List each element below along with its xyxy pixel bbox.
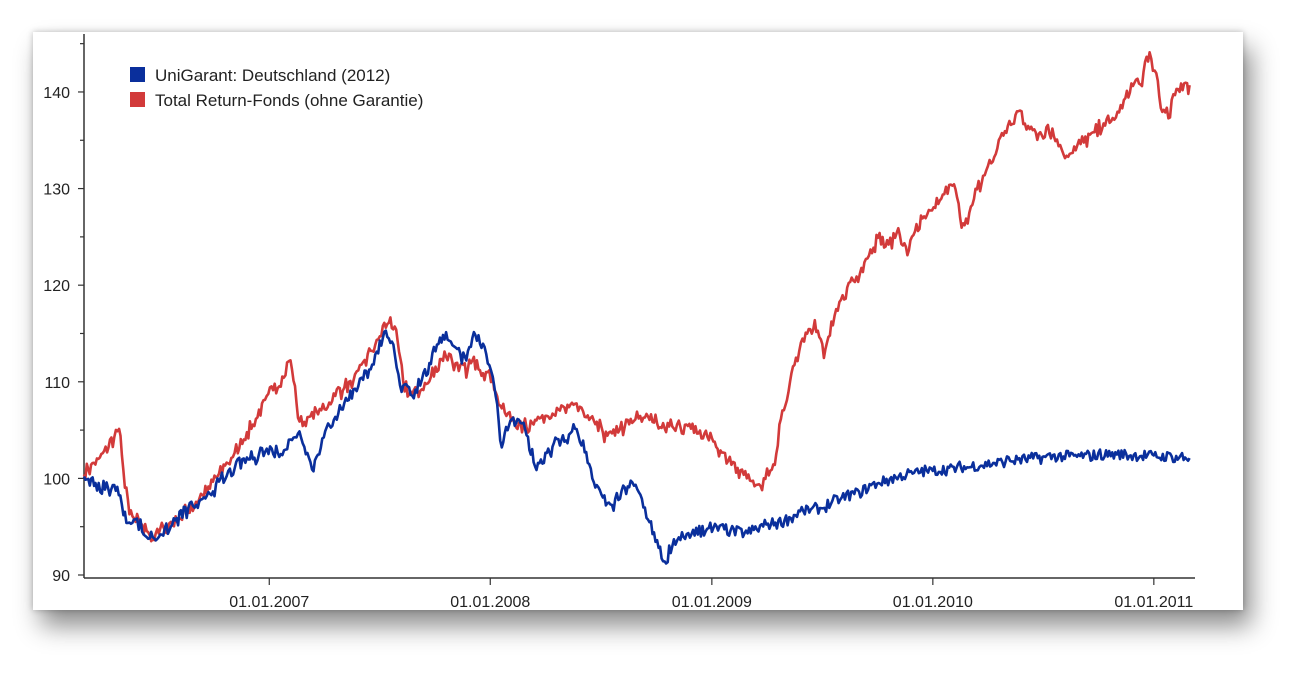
chart-card: 90 100 110 120 130 140 01.01.2007 01.01.2008 01.… — [33, 32, 1243, 610]
y-tick-label: 130 — [43, 182, 70, 199]
series-line-unigarant — [82, 329, 1191, 565]
y-tick-label: 120 — [43, 278, 70, 295]
series-line-total-return — [82, 51, 1191, 543]
x-tick-label: 01.01.2009 — [672, 594, 752, 610]
y-tick-label: 100 — [43, 471, 70, 488]
x-tick-label: 01.01.2007 — [229, 594, 309, 610]
legend-total-return-swatch — [130, 92, 145, 107]
y-tick-label: 140 — [43, 85, 70, 102]
legend-unigarant-swatch — [130, 67, 145, 82]
line-chart: 90 100 110 120 130 140 01.01.2007 01.01.2008 01.… — [43, 34, 1195, 610]
legend-unigarant-label: UniGarant: Deutschland (2012) — [155, 66, 390, 85]
y-tick-label: 90 — [52, 568, 70, 585]
x-tick-label: 01.01.2010 — [893, 594, 973, 610]
x-tick-label: 01.01.2008 — [450, 594, 530, 610]
y-tick-label: 110 — [44, 375, 70, 392]
legend-total-return-label: Total Return-Fonds (ohne Garantie) — [155, 91, 423, 110]
x-tick-label: 01.01.2011 — [1114, 594, 1193, 610]
